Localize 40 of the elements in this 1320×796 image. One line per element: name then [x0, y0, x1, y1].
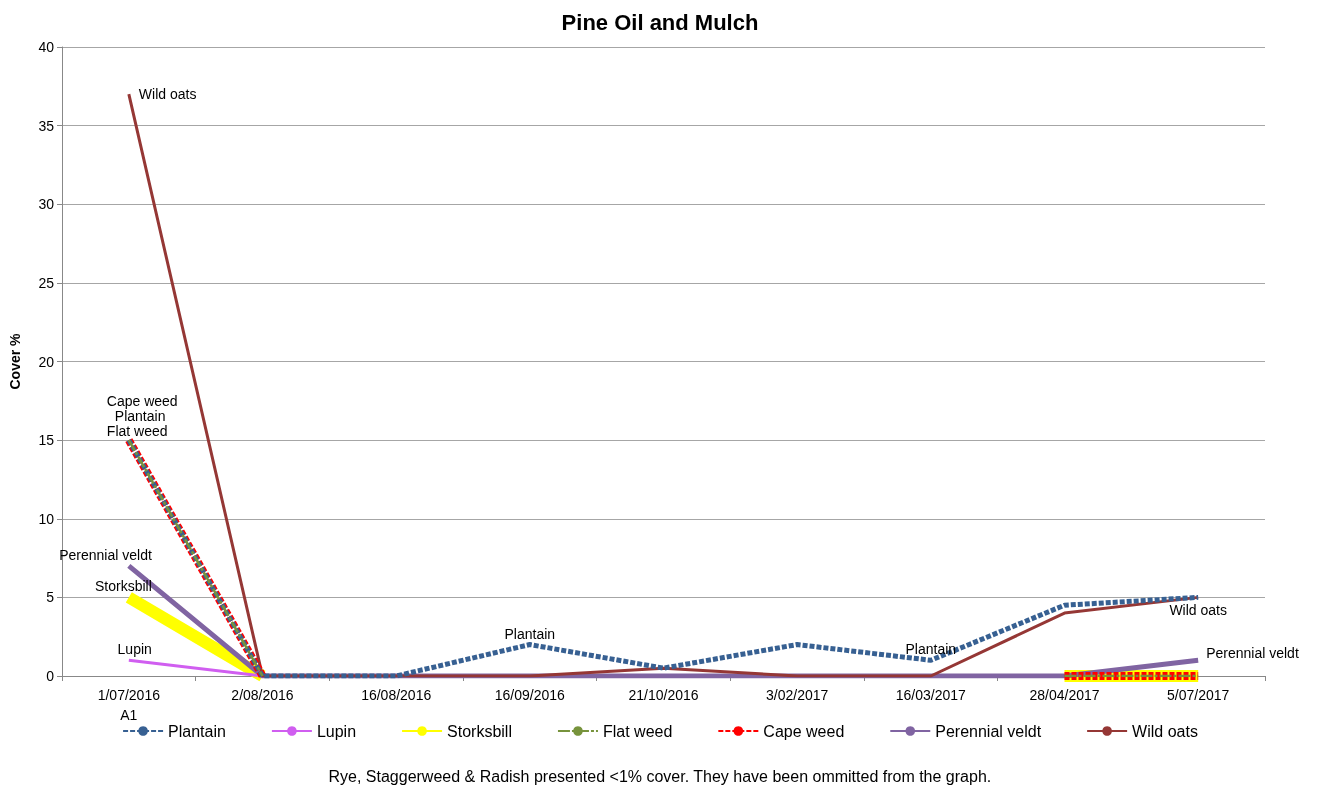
annotation: Perennial veldt — [1206, 645, 1299, 662]
text: A1 — [120, 707, 138, 723]
legend-label: Storksbill — [447, 722, 512, 740]
annotation: Lupin — [117, 641, 152, 658]
x-tick-label: 21/10/2016 — [628, 687, 699, 703]
annotation: Flat weed — [106, 423, 168, 440]
y-tick-label: 30 — [38, 196, 55, 213]
legend-label: Plantain — [168, 722, 226, 740]
y-tick-label: 5 — [46, 589, 55, 606]
x-tick-label: 28/04/2017 — [1029, 687, 1100, 703]
legend-label: Wild oats — [1132, 722, 1198, 740]
y-tick-label: 10 — [38, 510, 55, 527]
legend-label: Flat weed — [602, 722, 673, 740]
annotation: Wild oats — [1169, 602, 1227, 619]
y-tick-label: 40 — [38, 39, 55, 55]
annotation: Wild oats — [138, 86, 197, 103]
annotation: Plantain — [114, 408, 166, 425]
chart-title: Pine Oil and Mulch — [561, 9, 759, 35]
annotation: Perennial veldt — [59, 546, 152, 563]
legend-label: Cape weed — [763, 722, 845, 740]
x-tick-label: 5/07/2017 — [1167, 687, 1230, 703]
y-tick-label: 35 — [38, 117, 55, 134]
y-tick-label: 20 — [38, 353, 55, 370]
x-tick-label: 2/08/2016 — [231, 687, 294, 703]
annotation: Plantain — [504, 625, 556, 642]
x-tick-label: 16/09/2016 — [494, 687, 566, 703]
y-tick-label: 0 — [46, 668, 55, 684]
annotation: Storksbill — [95, 578, 152, 595]
annotation: Plantain — [905, 641, 957, 658]
legend-label: Lupin — [316, 722, 357, 740]
x-tick-label: 3/02/2017 — [766, 687, 829, 703]
y-tick-label: 15 — [38, 432, 55, 449]
x-tick-label: 16/08/2016 — [361, 687, 432, 703]
y-tick-label: 25 — [38, 274, 55, 291]
x-tick-label: 1/07/2016 — [97, 687, 161, 703]
legend-label: Perennial veldt — [935, 722, 1042, 740]
text: Rye, Staggerweed & Radish presented <1% cover. They have been ommitted from the graph. — [328, 767, 992, 785]
annotation: Cape weed — [106, 393, 178, 410]
y-axis-title: Cover % — [7, 332, 23, 390]
x-tick-label: 16/03/2017 — [895, 687, 967, 703]
